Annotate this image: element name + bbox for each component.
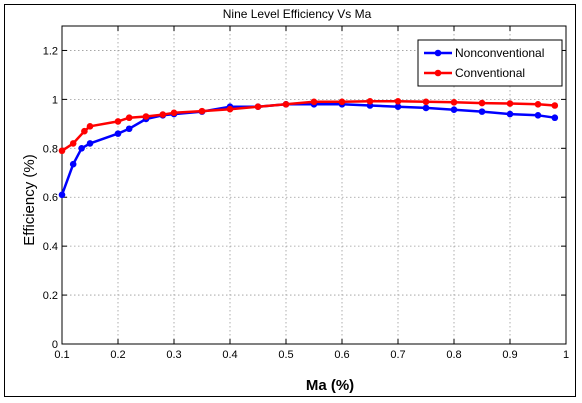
series-1-point xyxy=(450,106,458,113)
series-2-point xyxy=(81,127,88,135)
x-tick-label: 0.4 xyxy=(222,349,237,361)
series-1-point xyxy=(78,145,85,152)
series-2-point xyxy=(551,102,559,109)
series-1-point xyxy=(551,114,559,122)
x-tick-label: 0.8 xyxy=(446,349,461,361)
chart-title: Nine Level Efficiency Vs Ma xyxy=(223,7,372,21)
series-2-point xyxy=(254,103,262,111)
series-2-point xyxy=(366,98,374,105)
x-axis-label: Ma (%) xyxy=(306,377,354,394)
series-2-point xyxy=(534,100,542,108)
series-2-point xyxy=(114,118,122,125)
x-tick-label: 0.7 xyxy=(390,349,405,361)
series-1-point xyxy=(478,108,486,115)
series-1-point xyxy=(534,111,542,119)
y-axis-ticks: 0 0.2 0.4 0.6 0.8 1 1.2 xyxy=(43,45,566,351)
y-tick-label: 1.2 xyxy=(43,45,58,57)
x-tick-label: 0.6 xyxy=(334,349,349,361)
y-axis-label: Efficiency (%) xyxy=(21,154,38,245)
x-tick-label: 0.2 xyxy=(110,349,125,361)
series-2-point xyxy=(125,114,133,122)
plot-area xyxy=(61,25,567,345)
x-tick-label: 0.3 xyxy=(166,349,181,361)
series-2-point xyxy=(422,98,430,106)
y-tick-label: 0.8 xyxy=(43,143,58,155)
series-group xyxy=(58,98,559,199)
x-axis-ticks: 0.1 0.2 0.3 0.4 0.5 0.6 0.7 0.8 0.9 1 xyxy=(54,26,569,361)
legend-swatch-marker xyxy=(434,49,442,57)
x-tick-label: 1 xyxy=(563,349,569,361)
series-2-point xyxy=(282,100,290,108)
y-tick-label: 0.6 xyxy=(43,192,58,204)
legend-swatch-marker xyxy=(434,69,442,77)
series-1-point xyxy=(506,110,514,118)
series-1-point xyxy=(422,104,430,112)
y-tick-label: 0 xyxy=(52,339,58,351)
series-2-point xyxy=(198,107,206,115)
series-1-point xyxy=(69,160,77,168)
series-1-point xyxy=(58,191,66,199)
series-2-point xyxy=(506,100,514,107)
series-2-point xyxy=(394,98,402,105)
x-tick-label: 0.9 xyxy=(502,349,517,361)
y-tick-label: 0.2 xyxy=(43,290,58,302)
grid xyxy=(62,26,566,344)
series-1-point xyxy=(394,103,402,111)
series-2-point xyxy=(226,105,234,113)
series-2-point xyxy=(86,122,94,130)
x-tick-label: 0.1 xyxy=(54,349,69,361)
series-2-point xyxy=(478,99,486,107)
legend-label: Conventional xyxy=(455,66,525,80)
legend: Nonconventional Conventional xyxy=(417,39,563,87)
series-2-point xyxy=(159,111,167,118)
series-2-point xyxy=(170,109,178,117)
series-2-point xyxy=(338,98,346,106)
series-2-point xyxy=(69,140,77,147)
y-tick-label: 1 xyxy=(52,94,58,106)
y-tick-label: 0.4 xyxy=(43,241,58,253)
series-1-point xyxy=(125,125,133,133)
series-2-point xyxy=(450,99,458,106)
x-tick-label: 0.5 xyxy=(278,349,293,361)
legend-box xyxy=(417,39,563,87)
series-2-point xyxy=(142,113,150,120)
series-1-point xyxy=(114,130,122,137)
series-2-point xyxy=(58,147,66,155)
series-1-point xyxy=(86,140,94,147)
legend-label: Nonconventional xyxy=(455,46,544,60)
series-2-point xyxy=(310,98,318,106)
